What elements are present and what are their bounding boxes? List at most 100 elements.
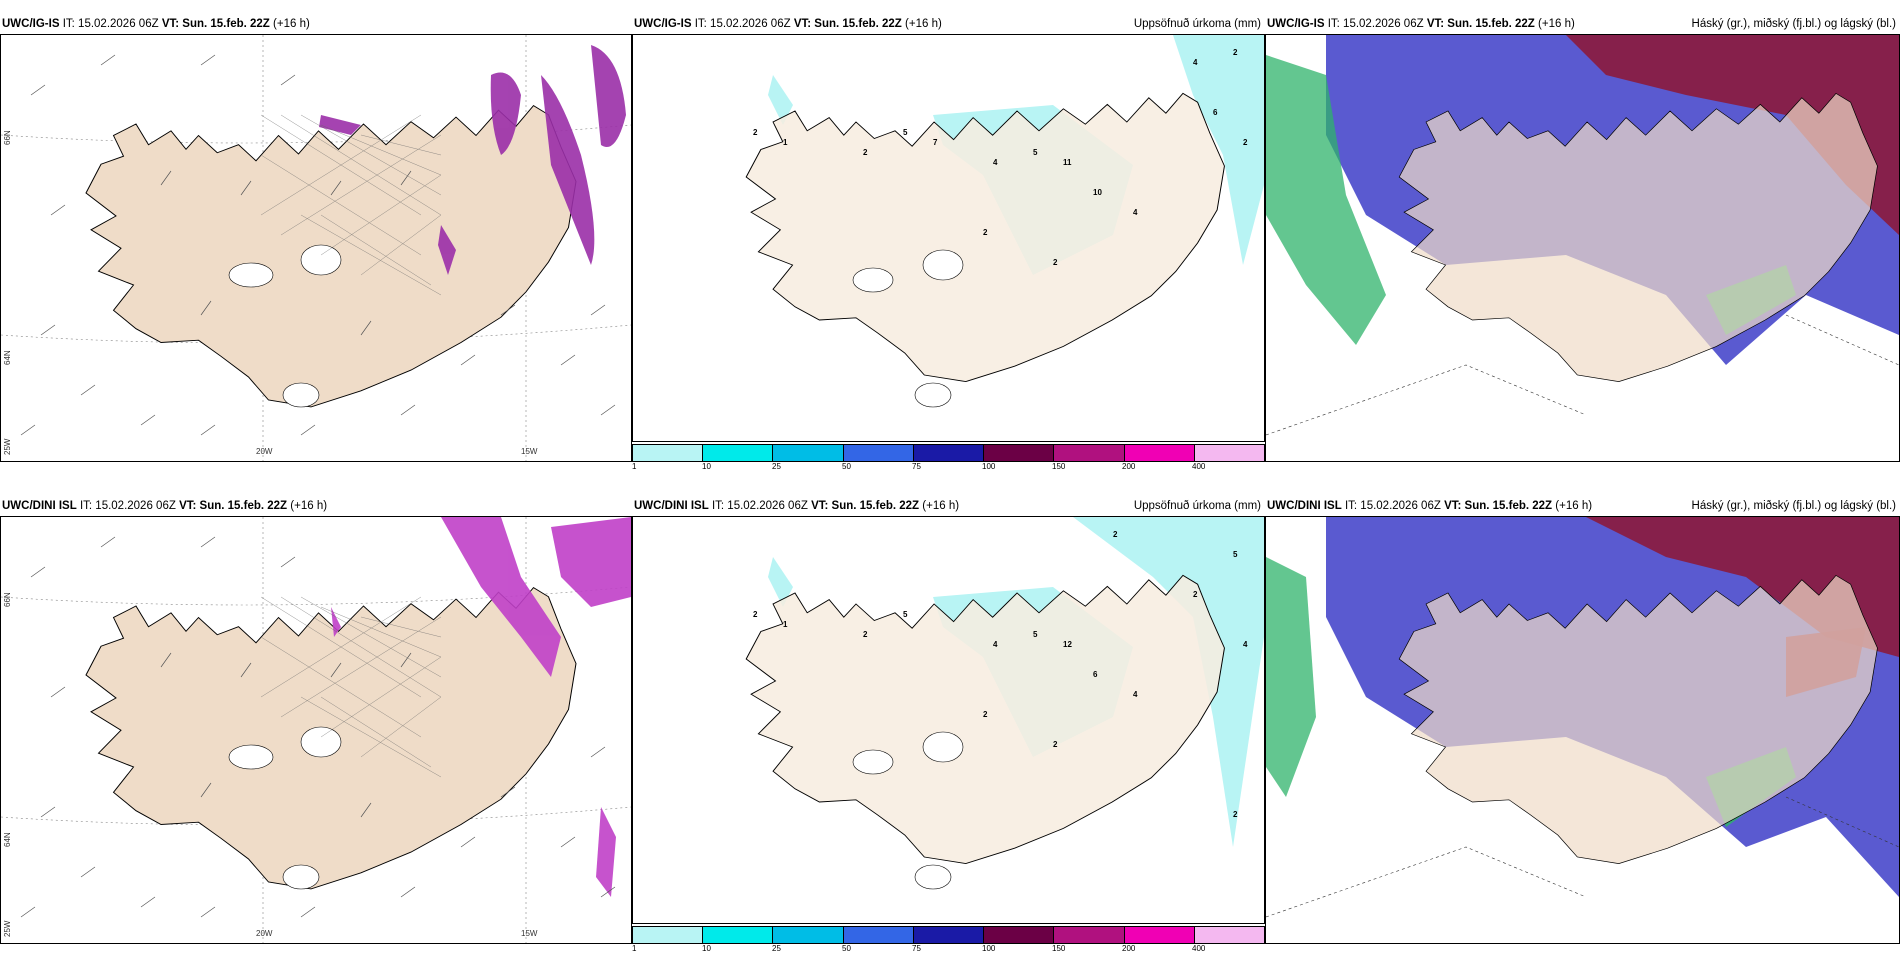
colorbar-swatch <box>633 445 704 461</box>
cbar-tick: 10 <box>702 944 711 953</box>
panel-title-right: Uppsöfnuð úrkoma (mm) <box>1133 18 1261 30</box>
svg-text:2: 2 <box>1053 258 1058 267</box>
svg-text:5: 5 <box>1033 630 1038 639</box>
colorbar-swatch <box>1194 927 1264 943</box>
label-64n: 64N <box>3 350 12 365</box>
cbar-tick: 75 <box>912 944 921 953</box>
cbar-tick: 50 <box>842 944 851 953</box>
svg-text:2: 2 <box>1193 590 1198 599</box>
panel-header: UWC/IG-IS IT: 15.02.2026 06Z VT: Sun. 15… <box>2 18 310 30</box>
cbar-tick: 100 <box>982 462 996 471</box>
panel-header: UWC/IG-IS IT: 15.02.2026 06Z VT: Sun. 15… <box>1267 18 1575 30</box>
label-15w: 15W <box>521 929 538 938</box>
svg-text:10: 10 <box>1093 188 1102 197</box>
svg-text:2: 2 <box>983 710 988 719</box>
panel-precip-igis: UWC/IG-IS IT: 15.02.2026 06Z VT: Sun. 15… <box>632 14 1265 471</box>
hatch-area <box>260 114 442 296</box>
cbar-tick: 25 <box>772 462 781 471</box>
colorbar-swatch <box>913 445 985 461</box>
label-20w: 20W <box>256 447 273 456</box>
wind-map-svg <box>1 517 631 943</box>
cbar-tick: 200 <box>1122 944 1136 953</box>
svg-text:4: 4 <box>993 158 998 167</box>
cbar-tick: 1 <box>632 944 637 953</box>
panel-title-right: Háský (gr.), miðský (fj.bl.) og lágský (… <box>1691 18 1896 30</box>
colorbar-swatch <box>913 927 985 943</box>
cbar-tick: 25 <box>772 944 781 953</box>
colorbar-swatch <box>703 927 774 943</box>
cbar-tick: 10 <box>702 462 711 471</box>
cbar-tick: 1 <box>632 462 637 471</box>
svg-text:2: 2 <box>863 148 868 157</box>
cbar-tick: 400 <box>1192 944 1206 953</box>
colorbar-swatch <box>984 445 1055 461</box>
svg-text:2: 2 <box>753 610 758 619</box>
svg-text:2: 2 <box>753 128 758 137</box>
wind-map-svg <box>1 35 631 461</box>
colorbar <box>632 926 1265 944</box>
cbar-tick: 50 <box>842 462 851 471</box>
svg-text:4: 4 <box>1133 690 1138 699</box>
colorbar-swatch <box>843 927 914 943</box>
cbar-tick: 100 <box>982 944 996 953</box>
svg-text:2: 2 <box>1113 530 1118 539</box>
cbar-tick: 400 <box>1192 462 1206 471</box>
svg-text:4: 4 <box>1133 208 1138 217</box>
svg-text:2: 2 <box>1243 138 1248 147</box>
svg-text:4: 4 <box>993 640 998 649</box>
svg-text:4: 4 <box>1243 640 1248 649</box>
panel-precip-dini: UWC/DINI ISL IT: 15.02.2026 06Z VT: Sun.… <box>632 496 1265 953</box>
svg-text:2: 2 <box>983 228 988 237</box>
cbar-tick: 75 <box>912 462 921 471</box>
cbar-tick: 150 <box>1052 944 1066 953</box>
colorbar-swatch <box>1194 445 1264 461</box>
svg-text:1: 1 <box>783 138 788 147</box>
label-25w: 25W <box>3 438 12 455</box>
panel-wind-igis: UWC/IG-IS IT: 15.02.2026 06Z VT: Sun. 15… <box>0 14 632 462</box>
wind-barbs <box>20 536 616 918</box>
wind-barbs <box>20 54 616 436</box>
precip-map: 2 1 2 5 4 5 12 2 5 2 4 6 4 2 2 2 <box>632 516 1265 924</box>
cloud-map-svg <box>1266 517 1899 943</box>
colorbar-swatch <box>703 445 774 461</box>
colorbar-swatch <box>773 445 844 461</box>
panel-cloud-dini: UWC/DINI ISL IT: 15.02.2026 06Z VT: Sun.… <box>1265 496 1900 944</box>
wind-map: 20W 15W 66N 64N 25W <box>0 34 632 462</box>
colorbar-swatch <box>1124 445 1195 461</box>
panel-header: UWC/DINI ISL IT: 15.02.2026 06Z VT: Sun.… <box>1267 500 1593 512</box>
colorbar-ticks: 1 10 25 50 75 100 150 200 400 <box>632 944 1263 954</box>
colorbar <box>632 444 1265 462</box>
hatch-area <box>260 596 442 778</box>
cbar-tick: 150 <box>1052 462 1066 471</box>
panel-wind-dini: UWC/DINI ISL IT: 15.02.2026 06Z VT: Sun.… <box>0 496 632 944</box>
svg-text:7: 7 <box>933 138 938 147</box>
panel-title-right: Uppsöfnuð úrkoma (mm) <box>1133 500 1261 512</box>
label-66n: 66N <box>3 130 12 145</box>
svg-text:2: 2 <box>1233 810 1238 819</box>
colorbar-ticks: 1 10 25 50 75 100 150 200 400 <box>632 462 1263 472</box>
colorbar-swatch <box>633 927 704 943</box>
svg-text:2: 2 <box>1053 740 1058 749</box>
wind-map: 20W 15W 66N 64N 25W <box>0 516 632 944</box>
precip-map: 2 1 2 5 7 4 5 11 4 2 6 2 10 4 2 2 <box>632 34 1265 442</box>
panel-header: UWC/IG-IS IT: 15.02.2026 06Z VT: Sun. 15… <box>634 18 942 30</box>
colorbar-swatch <box>1054 445 1125 461</box>
svg-text:2: 2 <box>863 630 868 639</box>
svg-text:5: 5 <box>1233 550 1238 559</box>
colorbar-swatch <box>1054 927 1125 943</box>
cbar-tick: 200 <box>1122 462 1136 471</box>
cloud-map-svg <box>1266 35 1899 461</box>
label-25w: 25W <box>3 920 12 937</box>
label-15w: 15W <box>521 447 538 456</box>
label-20w: 20W <box>256 929 273 938</box>
colorbar-swatch <box>843 445 914 461</box>
cloud-map <box>1265 34 1900 462</box>
svg-text:5: 5 <box>903 610 908 619</box>
colorbar-swatch <box>773 927 844 943</box>
svg-text:1: 1 <box>783 620 788 629</box>
svg-text:2: 2 <box>1233 48 1238 57</box>
colorbar-swatch <box>984 927 1055 943</box>
label-66n: 66N <box>3 592 12 607</box>
precip-map-svg: 2 1 2 5 7 4 5 11 4 2 6 2 10 4 2 2 <box>745 35 1264 408</box>
